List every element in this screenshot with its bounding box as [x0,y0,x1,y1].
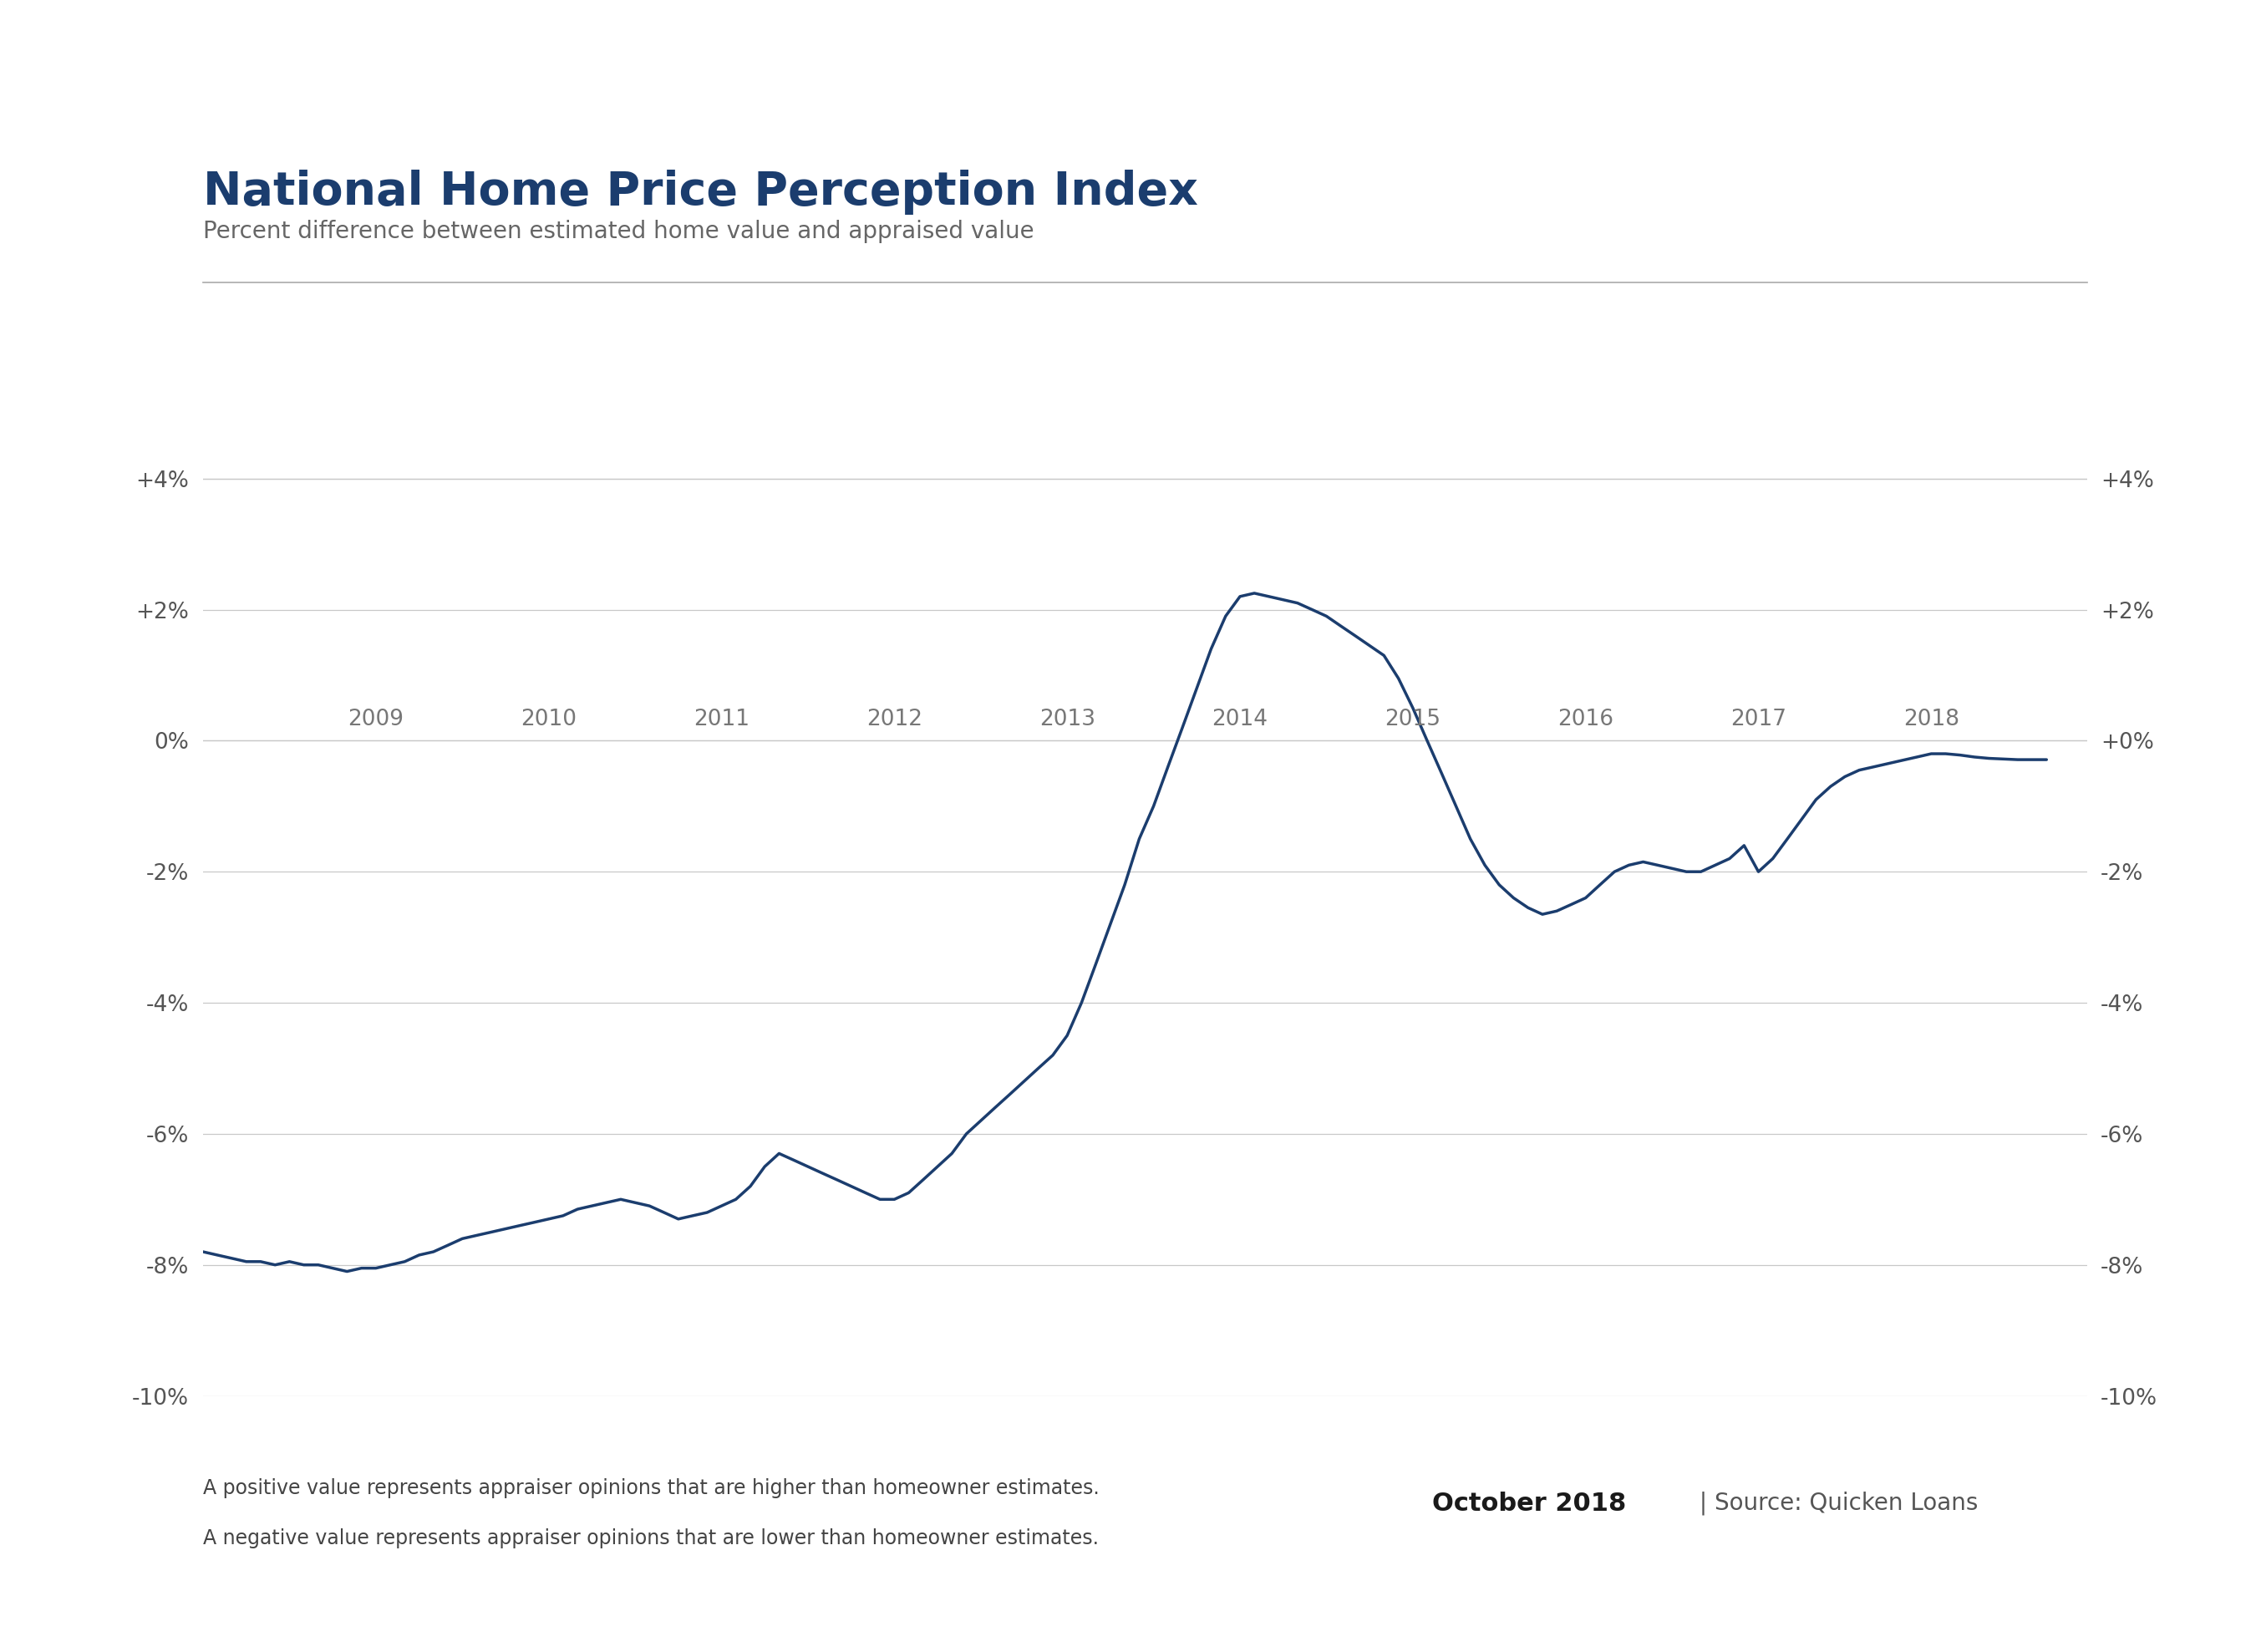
Text: A positive value represents appraiser opinions that are higher than homeowner es: A positive value represents appraiser op… [203,1479,1099,1498]
Text: A negative value represents appraiser opinions that are lower than homeowner est: A negative value represents appraiser op… [203,1528,1099,1548]
Text: 2010: 2010 [521,709,578,730]
Text: 2015: 2015 [1385,709,1442,730]
Text: October 2018: October 2018 [1433,1492,1627,1515]
Text: 2012: 2012 [866,709,923,730]
Text: 2018: 2018 [1904,709,1958,730]
Text: 2017: 2017 [1730,709,1787,730]
Text: 2009: 2009 [347,709,404,730]
Text: National Home Price Perception Index: National Home Price Perception Index [203,170,1198,215]
Text: 2011: 2011 [693,709,749,730]
Text: 2016: 2016 [1557,709,1613,730]
Text: 2013: 2013 [1040,709,1094,730]
Text: Percent difference between estimated home value and appraised value: Percent difference between estimated hom… [203,220,1033,243]
Text: | Source: Quicken Loans: | Source: Quicken Loans [1692,1492,1979,1515]
Text: 2014: 2014 [1211,709,1268,730]
